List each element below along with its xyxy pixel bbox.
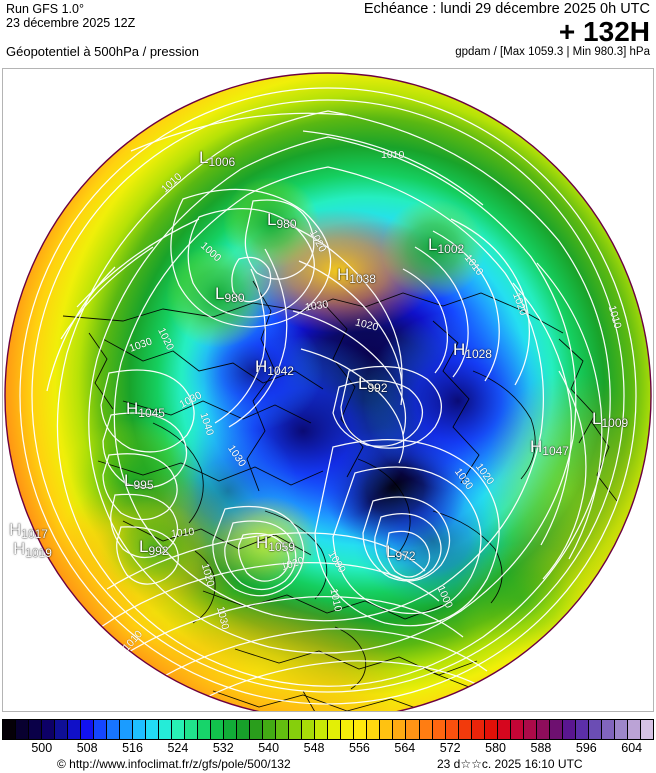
colorbar-swatch-14: [185, 720, 199, 739]
pressure-isobars: [19, 87, 637, 711]
colorbar-tick-604: 604: [621, 741, 643, 755]
colorbar-swatch-30: [393, 720, 407, 739]
colorbar-tick-548: 548: [303, 741, 325, 755]
colorbar-swatch-21: [276, 720, 290, 739]
map-frame: L1006 L980 L980 H1038 L1002 H1042 H1028 …: [2, 68, 654, 712]
colorbar-swatch-15: [198, 720, 212, 739]
footer: © http://www.infoclimat.fr/z/gfs/pole/50…: [0, 757, 656, 773]
colorbar-swatch-24: [315, 720, 329, 739]
colorbar-swatch-45: [588, 720, 602, 739]
colorbar-tick-564: 564: [394, 741, 416, 755]
colorbar-swatch-42: [549, 720, 563, 739]
copyright-link[interactable]: © http://www.infoclimat.fr/z/gfs/pole/50…: [57, 757, 291, 771]
colorbar-tick-572: 572: [439, 741, 461, 755]
colorbar-swatch-5: [68, 720, 82, 739]
colorbar-swatch-28: [367, 720, 381, 739]
colorbar-swatch-23: [302, 720, 316, 739]
run-model-label: Run GFS 1.0°: [6, 2, 84, 16]
colorbar-swatch-17: [224, 720, 238, 739]
colorbar-swatch-18: [237, 720, 251, 739]
colorbar-swatch-37: [484, 720, 498, 739]
colorbar-swatch-19: [250, 720, 264, 739]
echeance-label: Echéance : lundi 29 décembre 2025 0h UTC: [363, 1, 650, 17]
colorbar-swatch-41: [536, 720, 550, 739]
colorbar-tick-524: 524: [167, 741, 189, 755]
colorbar-swatch-1: [16, 720, 30, 739]
colorbar-swatch-7: [94, 720, 108, 739]
colorbar-swatch-43: [562, 720, 576, 739]
colorbar: [2, 719, 654, 740]
header: Run GFS 1.0° 23 décembre 2025 12Z Géopot…: [0, 0, 656, 68]
colorbar-swatch-36: [471, 720, 485, 739]
colorbar-tick-500: 500: [31, 741, 53, 755]
generation-time-label: 23 d☆☆c. 2025 16:10 UTC: [437, 757, 583, 771]
colorbar-swatch-2: [29, 720, 43, 739]
colorbar-swatch-0: [3, 720, 17, 739]
colorbar-swatches: [2, 719, 654, 740]
colorbar-swatch-10: [133, 720, 147, 739]
colorbar-swatch-20: [263, 720, 277, 739]
colorbar-swatch-46: [601, 720, 615, 739]
colorbar-tick-588: 588: [530, 741, 552, 755]
colorbar-tick-580: 580: [485, 741, 506, 755]
colorbar-swatch-32: [419, 720, 433, 739]
forecast-info: Echéance : lundi 29 décembre 2025 0h UTC…: [364, 1, 650, 46]
colorbar-swatch-9: [120, 720, 134, 739]
colorbar-swatch-3: [42, 720, 56, 739]
colorbar-swatch-31: [406, 720, 420, 739]
parameter-label: Géopotentiel à 500hPa / pression: [6, 44, 199, 59]
colorbar-swatch-13: [172, 720, 186, 739]
globe-svg: [4, 72, 652, 711]
colorbar-swatch-11: [146, 720, 160, 739]
colorbar-swatch-6: [81, 720, 95, 739]
colorbar-tick-540: 540: [258, 741, 280, 755]
colorbar-tick-596: 596: [575, 741, 597, 755]
polar-stereographic-globe: [3, 71, 653, 711]
colorbar-tick-532: 532: [212, 741, 234, 755]
units-extrema-label: gpdam / [Max 1059.3 | Min 980.3] hPa: [455, 46, 650, 58]
colorbar-swatch-8: [107, 720, 121, 739]
colorbar-swatch-39: [510, 720, 524, 739]
colorbar-swatch-44: [575, 720, 589, 739]
colorbar-swatch-48: [627, 720, 641, 739]
colorbar-swatch-25: [328, 720, 342, 739]
colorbar-swatch-33: [432, 720, 446, 739]
colorbar-swatch-4: [55, 720, 69, 739]
colorbar-swatch-40: [523, 720, 537, 739]
colorbar-swatch-16: [211, 720, 225, 739]
run-date-label: 23 décembre 2025 12Z: [6, 16, 136, 30]
colorbar-swatch-29: [380, 720, 394, 739]
colorbar-swatch-35: [458, 720, 472, 739]
colorbar-swatch-27: [354, 720, 368, 739]
colorbar-swatch-22: [289, 720, 303, 739]
colorbar-swatch-26: [341, 720, 355, 739]
colorbar-swatch-34: [445, 720, 459, 739]
colorbar-swatch-49: [640, 720, 653, 739]
colorbar-tick-556: 556: [348, 741, 370, 755]
geopotential-field: [5, 73, 651, 711]
colorbar-tick-516: 516: [122, 741, 143, 755]
colorbar-ticks: 500 508 516 524 532 540 548 556 564 572 580 588 596 6…: [0, 741, 656, 757]
lead-time-label: + 132H: [558, 16, 650, 47]
globe-outline: [4, 72, 652, 711]
colorbar-swatch-47: [614, 720, 628, 739]
colorbar-tick-508: 508: [76, 741, 98, 755]
run-info: Run GFS 1.0° 23 décembre 2025 12Z: [6, 2, 135, 30]
colorbar-swatch-38: [497, 720, 511, 739]
colorbar-swatch-12: [159, 720, 173, 739]
